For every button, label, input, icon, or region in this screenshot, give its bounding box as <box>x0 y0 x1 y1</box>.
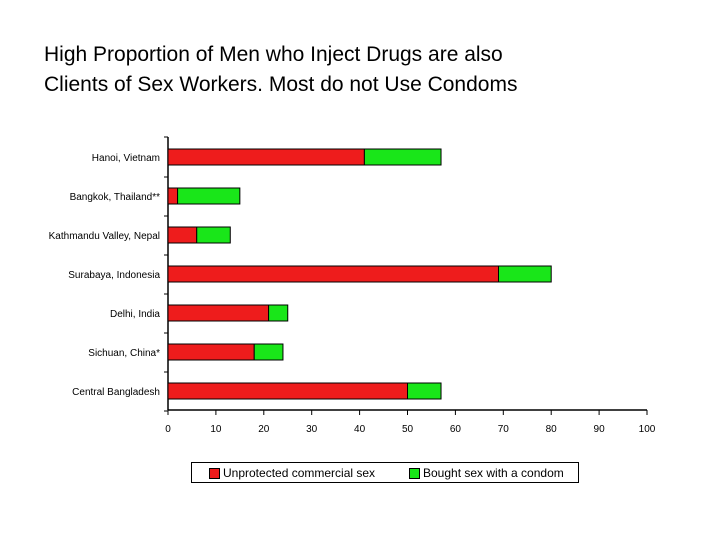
x-tick-label: 0 <box>165 424 171 435</box>
bar-condom <box>253 343 284 361</box>
x-tick-label: 80 <box>546 424 558 435</box>
x-tick-label: 40 <box>354 424 366 435</box>
chart-title-line-2: Clients of Sex Workers. Most do not Use … <box>44 73 518 96</box>
bar-condom <box>177 187 241 205</box>
category-label: Bangkok, Thailand** <box>70 192 161 203</box>
bar-unprotected <box>167 148 365 166</box>
category-label: Sichuan, China* <box>88 348 160 359</box>
legend-swatch-condom <box>409 467 420 479</box>
category-label: Central Bangladesh <box>72 387 160 398</box>
bar-condom <box>407 382 442 400</box>
x-tick-label: 70 <box>498 424 510 435</box>
bar-unprotected <box>167 304 270 322</box>
chart-title-line-1: High Proportion of Men who Inject Drugs … <box>44 43 503 66</box>
bar-condom <box>268 304 289 322</box>
category-label: Delhi, India <box>110 309 160 320</box>
chart-title: High Proportion of Men who Inject Drugs … <box>44 40 704 100</box>
x-tick-label: 60 <box>450 424 462 435</box>
x-tick-label: 90 <box>594 424 606 435</box>
x-tick-label: 20 <box>258 424 270 435</box>
legend-label-unprotected: Unprotected commercial sex <box>223 466 376 480</box>
category-label: Hanoi, Vietnam <box>92 153 160 164</box>
legend-label-condom: Bought sex with a condom <box>423 466 564 480</box>
legend-item-unprotected: Unprotected commercial sex <box>209 466 375 480</box>
bar-condom <box>498 265 552 283</box>
x-tick-label: 10 <box>210 424 222 435</box>
legend: Unprotected commercial sex Bought sex wi… <box>191 462 579 483</box>
legend-swatch-unprotected <box>209 467 220 479</box>
bar-unprotected <box>167 226 198 244</box>
category-label: Kathmandu Valley, Nepal <box>49 231 160 242</box>
bar-unprotected <box>167 265 500 283</box>
bar-unprotected <box>167 187 179 205</box>
bar-unprotected <box>167 382 408 400</box>
x-tick-label: 30 <box>306 424 318 435</box>
bar-unprotected <box>167 343 255 361</box>
bar-condom <box>196 226 231 244</box>
x-tick-label: 50 <box>402 424 414 435</box>
legend-item-condom: Bought sex with a condom <box>409 466 564 480</box>
category-label: Surabaya, Indonesia <box>68 270 160 281</box>
bar-condom <box>363 148 442 166</box>
x-tick-label: 100 <box>639 424 656 435</box>
